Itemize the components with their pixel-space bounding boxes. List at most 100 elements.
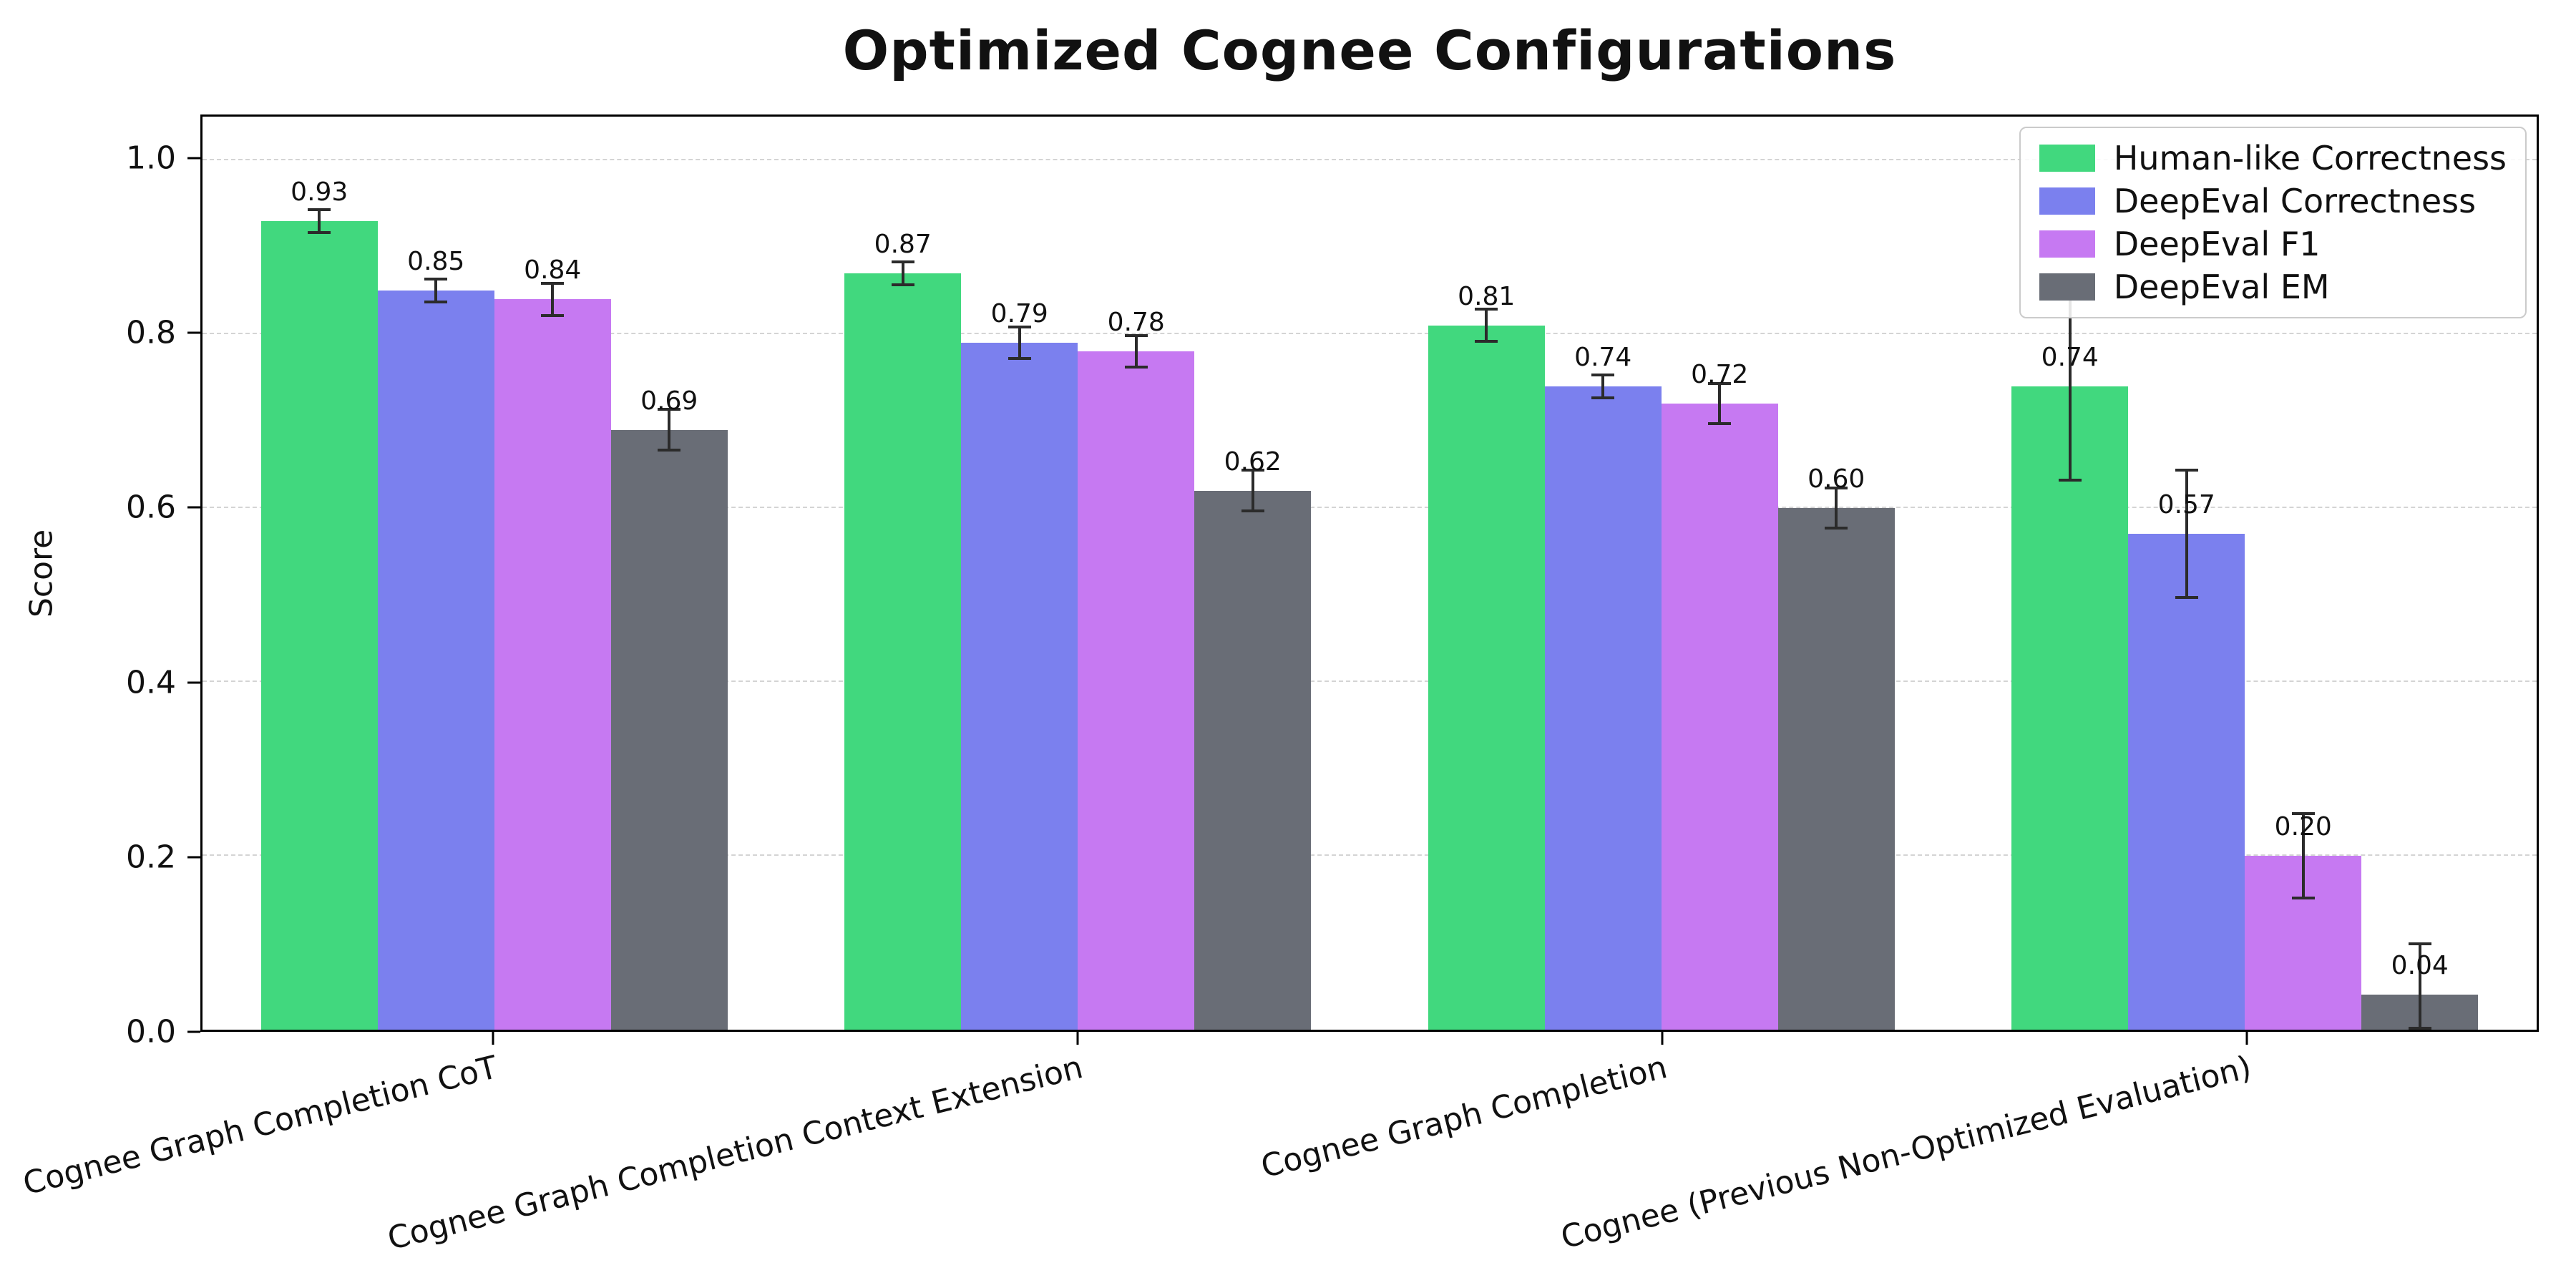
legend-swatch — [2039, 230, 2095, 258]
bar-value-label: 0.04 — [2391, 951, 2449, 981]
x-tick-mark — [492, 1032, 494, 1045]
error-bar-part — [2418, 942, 2421, 1030]
bar-slot: 0.20 — [2245, 117, 2362, 1030]
y-tick-label: 0.4 — [126, 664, 176, 701]
bar-value-label: 0.87 — [874, 229, 932, 259]
error-bar — [1475, 308, 1498, 343]
error-bar-part — [891, 283, 914, 286]
error-bar-part — [2291, 812, 2315, 816]
error-bar-part — [424, 301, 448, 304]
error-bar — [1241, 469, 1264, 512]
error-bar-part — [1124, 333, 1148, 337]
bar-human-like-correctness — [2011, 386, 2129, 1030]
bar-deepeval-f1 — [1661, 404, 1778, 1030]
bar-value-label: 0.78 — [1107, 308, 1165, 338]
plot-area: 0.93 0.85 0.84 0.69 0.87 0.79 0.78 0.62 0.81 0.74… — [200, 114, 2539, 1032]
legend-swatch — [2039, 273, 2095, 301]
x-tick-mark — [2245, 1032, 2248, 1045]
error-bar — [1708, 381, 1732, 426]
legend-item: DeepEval Correctness — [2039, 182, 2507, 220]
error-bar-part — [1591, 396, 1615, 399]
y-tick-mark — [187, 157, 200, 160]
legend-item: Human-like Correctness — [2039, 139, 2507, 177]
bar-slot: 0.81 — [1428, 117, 1545, 1030]
bar-groups: 0.93 0.85 0.84 0.69 0.87 0.79 0.78 0.62 0.81 0.74… — [203, 117, 2537, 1030]
error-bar-part — [424, 277, 448, 280]
error-bar-part — [1825, 486, 1848, 489]
error-bar-part — [434, 277, 438, 304]
bar-value-label: 0.85 — [407, 247, 465, 277]
x-tick-labels: Cognee Graph Completion CoT Cognee Graph … — [20, 1049, 2539, 1285]
error-bar — [891, 260, 914, 286]
error-bar-part — [658, 408, 681, 411]
legend: Human-like Correctness DeepEval Correctne… — [2019, 127, 2527, 318]
error-bar-part — [541, 313, 565, 317]
bar-deepeval-correctness — [961, 342, 1078, 1030]
error-bar-part — [1241, 509, 1264, 512]
bar-slot: 0.69 — [610, 117, 728, 1030]
gridline — [203, 680, 2537, 682]
bar-group: 0.81 0.74 0.72 0.60 — [1370, 117, 1953, 1030]
error-bar — [1825, 486, 1848, 530]
legend-label: Human-like Correctness — [2113, 139, 2507, 177]
y-tick-mark — [187, 506, 200, 509]
error-bar-part — [1601, 373, 1605, 399]
error-bar-part — [1008, 357, 1031, 361]
legend-label: DeepEval Correctness — [2113, 182, 2477, 220]
bar-slot: 0.72 — [1661, 117, 1778, 1030]
y-tick-labels: 0.0 0.2 0.4 0.6 0.8 1.0 — [0, 114, 176, 1050]
bar-human-like-correctness — [260, 220, 378, 1030]
y-tick-mark — [187, 681, 200, 684]
bar-slot: 0.87 — [844, 117, 962, 1030]
x-tick-mark — [1661, 1032, 1663, 1045]
error-bar-part — [2175, 469, 2198, 472]
bar-slot: 0.93 — [260, 117, 378, 1030]
x-tick-marks — [200, 1032, 2539, 1045]
bar-value-label: 0.81 — [1458, 281, 1516, 311]
error-bar-part — [318, 208, 321, 235]
bar-slot: 0.04 — [2361, 117, 2479, 1030]
error-bar — [1008, 325, 1031, 361]
bar-value-label: 0.93 — [291, 177, 348, 207]
bar-slot: 0.57 — [2128, 117, 2245, 1030]
error-bar-part — [308, 208, 331, 211]
bar-deepeval-em — [610, 429, 728, 1030]
y-tick-marks — [187, 114, 200, 1033]
error-bar-part — [1251, 469, 1254, 512]
bar-group: 0.93 0.85 0.84 0.69 — [203, 117, 786, 1030]
y-tick-mark — [187, 331, 200, 334]
error-bar-part — [2408, 1027, 2431, 1030]
gridline — [203, 854, 2537, 856]
bar-human-like-correctness — [844, 273, 962, 1030]
x-axis-category-label: Cognee Graph Completion CoT — [19, 1049, 502, 1203]
gridline — [203, 332, 2537, 334]
error-bar-part — [1835, 486, 1838, 530]
x-axis-category-label: Cognee Graph Completion — [1257, 1049, 1671, 1186]
error-bar-part — [308, 231, 331, 235]
bar-slot: 0.60 — [1777, 117, 1895, 1030]
error-bar-part — [1475, 339, 1498, 343]
bar-value-label: 0.74 — [2041, 342, 2099, 372]
bar-value-label: 0.57 — [2157, 490, 2215, 520]
bar-value-label: 0.84 — [524, 255, 582, 286]
gridline — [203, 506, 2537, 508]
y-tick-mark — [187, 1030, 200, 1033]
bar-slot: 0.84 — [494, 117, 611, 1030]
error-bar-part — [1124, 366, 1148, 369]
bar-value-label: 0.74 — [1574, 342, 1632, 372]
error-bar — [658, 408, 681, 452]
bar-slot: 0.79 — [961, 117, 1078, 1030]
error-bar-part — [668, 408, 671, 452]
error-bar — [308, 208, 331, 235]
error-bar — [1591, 373, 1615, 399]
error-bar-part — [1475, 308, 1498, 311]
error-bar-part — [2175, 596, 2198, 600]
legend-item: DeepEval EM — [2039, 268, 2507, 306]
error-bar — [2291, 812, 2315, 899]
error-bar-part — [1708, 381, 1732, 385]
error-bar-part — [1708, 422, 1732, 426]
legend-swatch — [2039, 145, 2095, 172]
gridlines — [203, 117, 2537, 1030]
legend-label: DeepEval EM — [2113, 268, 2330, 306]
x-tick-mark — [1076, 1032, 1078, 1045]
